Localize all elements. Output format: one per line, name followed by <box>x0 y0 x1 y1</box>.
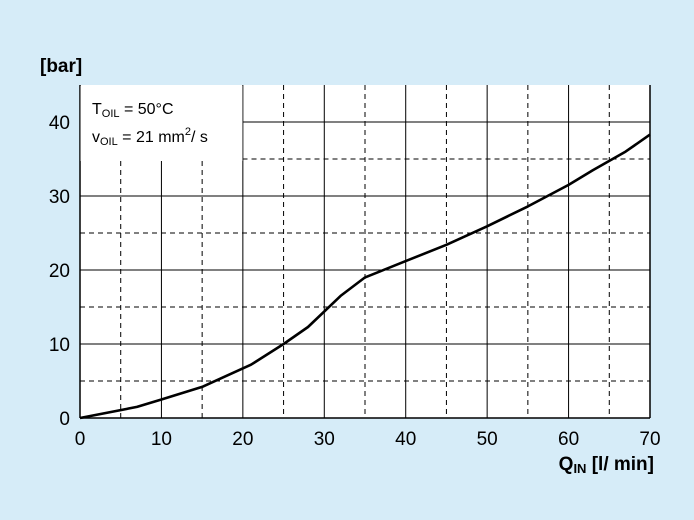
x-tick-label: 70 <box>639 429 660 450</box>
x-tick-label: 20 <box>232 429 253 450</box>
x-tick-label: 30 <box>314 429 335 450</box>
tick-labels: 0 10 20 30 40 50 60 70 0 10 20 30 40 <box>49 113 661 450</box>
annotation-oil-viscosity: vOIL = 21 mm2/ s <box>92 126 208 148</box>
y-tick-label: 0 <box>59 409 70 430</box>
x-axis-label-sub: IN <box>573 461 586 476</box>
y-axis-label: [bar] <box>40 56 82 77</box>
annotation-temp-value: = 50°C <box>120 101 174 118</box>
annotation-visc-tail: / s <box>191 129 208 146</box>
annotation-visc-symbol: v <box>92 129 100 146</box>
x-axis-label-main: Q <box>559 454 574 475</box>
legend-box <box>80 86 243 161</box>
y-tick-label: 20 <box>49 261 70 282</box>
grid <box>79 85 651 419</box>
x-axis-label-unit: [l/ min] <box>586 454 654 475</box>
annotation-temp-symbol: T <box>92 101 102 118</box>
annotation-visc-sub: OIL <box>100 136 118 148</box>
x-tick-label: 60 <box>558 429 579 450</box>
x-tick-label: 10 <box>151 429 172 450</box>
x-tick-label: 50 <box>477 429 498 450</box>
y-tick-label: 30 <box>49 187 70 208</box>
annotation-visc-sup: 2 <box>185 126 191 138</box>
x-tick-label: 40 <box>395 429 416 450</box>
annotation-visc-value: = 21 mm <box>118 129 185 146</box>
annotation-temp-sub: OIL <box>102 108 120 120</box>
annotation-oil-temperature: TOIL = 50°C <box>92 101 174 120</box>
y-tick-label: 40 <box>49 113 70 134</box>
curve-layer <box>79 133 651 420</box>
pressure-curve <box>79 133 651 420</box>
y-tick-label: 10 <box>49 335 70 356</box>
x-tick-label: 0 <box>75 429 86 450</box>
x-axis-label: QIN [l/ min] <box>559 454 654 476</box>
